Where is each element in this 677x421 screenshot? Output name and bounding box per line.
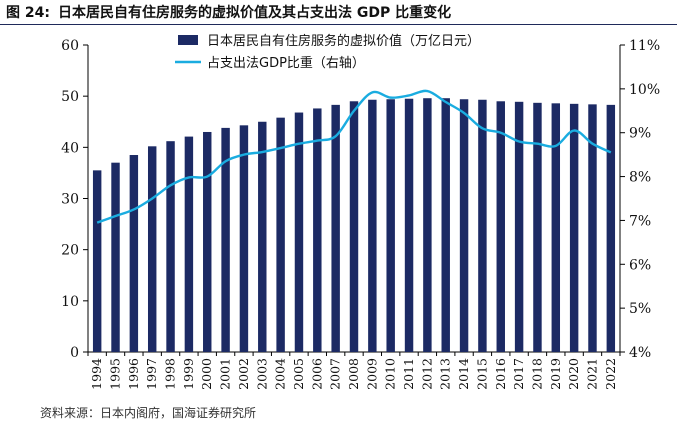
left-tick-label-60: 60 — [61, 38, 79, 54]
bar-2011 — [405, 99, 413, 352]
left-axis: 0 10 20 30 40 50 60 — [61, 38, 88, 361]
left-tick-label-30: 30 — [61, 192, 79, 208]
x-tick-label-2007: 2007 — [328, 358, 343, 390]
bar-2015 — [478, 100, 486, 352]
bar-1996 — [130, 155, 138, 352]
bar-2009 — [368, 100, 376, 352]
x-tick-label-2017: 2017 — [511, 358, 526, 390]
bar-2010 — [386, 99, 394, 352]
source-note: 资料来源：日本内阁府，国海证券研究所 — [40, 404, 256, 421]
bar-2019 — [552, 103, 560, 352]
figure-label: 图 24: — [6, 5, 50, 21]
x-tick-label-2014: 2014 — [456, 358, 471, 390]
figure-title-text: 日本居民自有住房服务的虚拟价值及其占支出法 GDP 比重变化 — [58, 5, 451, 21]
bar-2003 — [258, 122, 266, 352]
x-tick-label-2021: 2021 — [584, 358, 599, 390]
left-tick-label-0: 0 — [70, 345, 79, 361]
bar-2004 — [276, 118, 284, 352]
legend: 日本居民自有住房服务的虚拟价值（万亿日元） 占支出法GDP比重（右轴） — [175, 33, 480, 71]
legend-bar-swatch — [178, 35, 198, 45]
bar-2013 — [442, 98, 450, 352]
x-tick-label-2015: 2015 — [474, 358, 489, 390]
x-tick-label-2020: 2020 — [566, 358, 581, 390]
x-tick-label-2019: 2019 — [548, 358, 563, 390]
x-tick-label-2011: 2011 — [401, 358, 416, 390]
bar-2018 — [533, 103, 541, 352]
figure-title-bar: 图 24: 日本居民自有住房服务的虚拟价值及其占支出法 GDP 比重变化 — [0, 0, 677, 25]
right-tick-label-6: 6% — [629, 257, 651, 273]
bar-2007 — [331, 105, 339, 352]
bar-2014 — [460, 99, 468, 352]
left-tick-label-20: 20 — [61, 243, 79, 259]
x-tick-label-2001: 2001 — [218, 358, 233, 390]
bar-2020 — [570, 104, 578, 352]
x-tick-label-2003: 2003 — [254, 358, 269, 390]
bar-1998 — [166, 141, 174, 352]
bar-2008 — [350, 101, 358, 352]
x-tick-label-1998: 1998 — [163, 358, 178, 390]
bar-2002 — [240, 125, 248, 352]
legend-bar-label: 日本居民自有住房服务的虚拟价值（万亿日元） — [207, 33, 480, 49]
x-tick-label-2008: 2008 — [346, 358, 361, 390]
bar-1995 — [111, 163, 119, 352]
right-tick-label-8: 8% — [629, 170, 651, 186]
bar-2016 — [497, 101, 505, 352]
right-tick-label-9: 9% — [629, 126, 651, 142]
right-tick-label-7: 7% — [629, 213, 651, 229]
legend-line-label: 占支出法GDP比重（右轴） — [207, 55, 365, 71]
x-tick-label-2022: 2022 — [603, 358, 618, 390]
bar-1999 — [185, 137, 193, 352]
x-tick-label-2000: 2000 — [199, 358, 214, 390]
x-tick-label-1997: 1997 — [144, 358, 159, 390]
x-tick-label-1999: 1999 — [181, 358, 196, 390]
bar-2006 — [313, 108, 321, 352]
left-tick-label-50: 50 — [61, 89, 79, 105]
left-tick-label-10: 10 — [61, 294, 79, 310]
x-tick-label-1995: 1995 — [108, 358, 123, 390]
x-tick-label-2018: 2018 — [529, 358, 544, 390]
figure-title: 图 24: 日本居民自有住房服务的虚拟价值及其占支出法 GDP 比重变化 — [6, 2, 451, 22]
x-tick-label-2012: 2012 — [419, 358, 434, 390]
right-tick-label-4: 4% — [629, 345, 651, 361]
x-tick-label-2009: 2009 — [364, 358, 379, 390]
bar-2000 — [203, 132, 211, 352]
x-tick-label-2002: 2002 — [236, 358, 251, 390]
x-tick-label-1994: 1994 — [89, 358, 104, 390]
left-tick-label-40: 40 — [61, 140, 79, 156]
bar-2005 — [295, 113, 303, 352]
bar-2012 — [423, 98, 431, 352]
right-tick-label-11: 11% — [629, 38, 660, 54]
x-tick-label-2005: 2005 — [291, 358, 306, 390]
x-tick-label-2004: 2004 — [273, 358, 288, 390]
x-tick-label-2016: 2016 — [493, 358, 508, 390]
bar-1997 — [148, 146, 156, 352]
right-tick-label-5: 5% — [629, 301, 651, 317]
x-tick-label-2010: 2010 — [383, 358, 398, 390]
x-tick-label-2006: 2006 — [309, 358, 324, 390]
bar-1994 — [93, 170, 101, 352]
x-tick-label-2013: 2013 — [438, 358, 453, 390]
bar-2022 — [607, 105, 615, 352]
x-tick-label-1996: 1996 — [126, 358, 141, 390]
right-tick-label-10: 10% — [629, 82, 660, 98]
right-axis: 4% 5% 6% 7% 8% 9% 10% 11% — [620, 38, 660, 361]
bar-series — [93, 98, 615, 352]
